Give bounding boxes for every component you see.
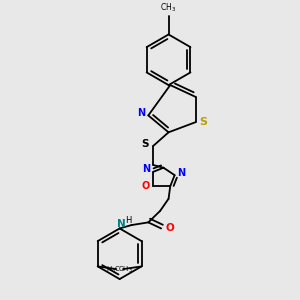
Text: H: H <box>126 215 132 224</box>
Text: H$_3$C: H$_3$C <box>106 265 121 275</box>
Text: CH$_3$: CH$_3$ <box>118 265 133 275</box>
Text: N: N <box>142 164 151 174</box>
Text: N: N <box>177 168 185 178</box>
Text: CH$_3$: CH$_3$ <box>160 2 177 14</box>
Text: N: N <box>137 108 145 118</box>
Text: O: O <box>165 223 174 233</box>
Text: S: S <box>141 139 149 149</box>
Text: S: S <box>199 117 207 127</box>
Text: N: N <box>117 219 126 229</box>
Text: O: O <box>142 181 150 191</box>
